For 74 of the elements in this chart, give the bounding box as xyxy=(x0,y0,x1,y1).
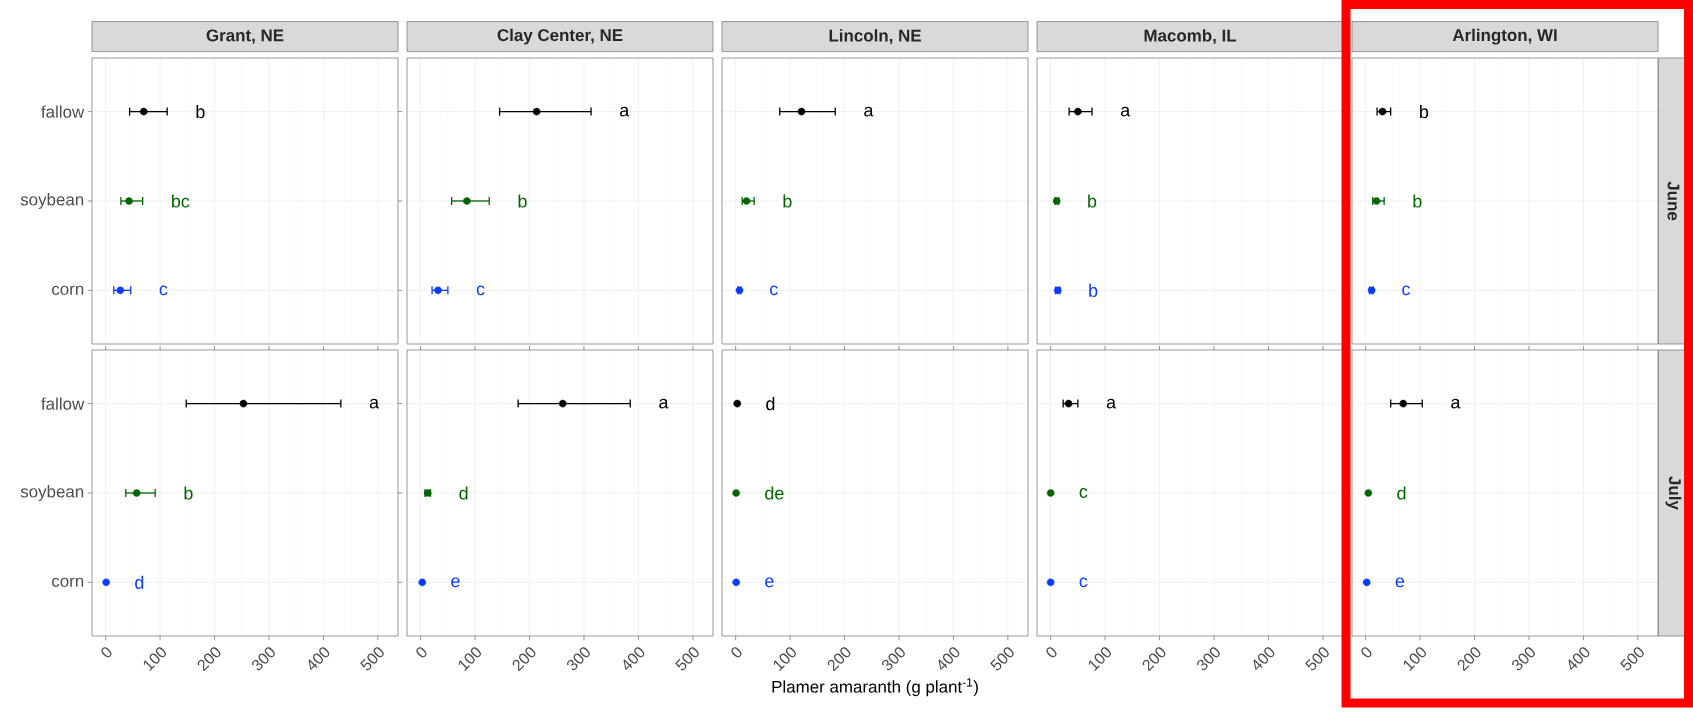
x-tick-label: 300 xyxy=(252,647,275,671)
y-tick-label: corn xyxy=(52,577,84,588)
annotation: d xyxy=(459,486,468,500)
x-tick-label: 100 xyxy=(1403,647,1426,672)
annotation: a xyxy=(369,398,380,409)
x-tick-label: 400 xyxy=(1253,647,1275,670)
x-tick-label: 400 xyxy=(308,647,330,670)
x-tick-label: 100 xyxy=(458,647,481,672)
x-tick-label: 200 xyxy=(197,647,221,672)
x-tick-label: 400 xyxy=(938,647,960,670)
x-tick-label: 0 xyxy=(1361,647,1372,658)
annotation: a xyxy=(1106,398,1117,409)
chart-title: Clay Center, NE xyxy=(497,28,623,45)
annotation: de xyxy=(765,486,784,500)
x-tick-label: 100 xyxy=(773,647,796,672)
annotation: e xyxy=(1395,577,1405,588)
annotation: e xyxy=(451,577,460,588)
annotation: a xyxy=(1120,106,1131,117)
y-tick-label: soybean xyxy=(20,485,84,501)
x-tick-label: 0 xyxy=(1046,647,1057,658)
x-tick-label: 0 xyxy=(101,647,112,658)
annotation: b xyxy=(196,105,205,119)
x-tick-label: 400 xyxy=(623,647,645,670)
x-tick-label: 200 xyxy=(1457,647,1481,672)
annotation: b xyxy=(1089,283,1098,297)
chart-title: Grant, NE xyxy=(206,29,284,44)
x-tick-label: 200 xyxy=(827,647,851,672)
annotation: b xyxy=(783,194,792,208)
chart-title: Lincoln, NE xyxy=(829,29,921,45)
x-tick-label: 100 xyxy=(143,647,166,672)
annotation: d xyxy=(766,397,775,411)
x-tick-label: 300 xyxy=(1197,647,1220,671)
y-tick-label: fallow xyxy=(41,397,85,410)
annotation: b xyxy=(1420,105,1429,119)
y2-axis-title: July xyxy=(1665,476,1682,510)
x-tick-label: 100 xyxy=(1088,647,1111,672)
annotation: d xyxy=(135,575,144,589)
x-tick-label: 300 xyxy=(567,647,590,671)
annotation: b xyxy=(1413,194,1422,208)
chart-title: Arlington, WI xyxy=(1452,28,1557,45)
x-tick-label: 200 xyxy=(512,647,536,672)
x-tick-label: 500 xyxy=(360,647,384,671)
x-tick-label: 300 xyxy=(1512,647,1535,671)
x-tick-label: 500 xyxy=(1305,647,1329,671)
annotation: c xyxy=(1402,285,1410,296)
x-tick-label: 400 xyxy=(1568,647,1590,670)
annotation: c xyxy=(1079,577,1088,588)
x-tick-label: 200 xyxy=(1142,647,1166,672)
annotation: a xyxy=(864,106,874,117)
annotation: b xyxy=(184,486,193,500)
x-tick-label: 500 xyxy=(675,647,699,671)
annotation: e xyxy=(765,577,774,588)
chart-title: Macomb, IL xyxy=(1144,29,1237,45)
x-tick-label: 500 xyxy=(990,647,1014,671)
x-tick-label: 0 xyxy=(731,647,742,658)
y-tick-label: corn xyxy=(52,285,84,296)
x-tick-label: 500 xyxy=(1620,647,1644,671)
annotation: bc xyxy=(172,194,190,208)
x-tick-label: 300 xyxy=(882,647,905,671)
annotation: b xyxy=(1088,194,1097,208)
annotation: c xyxy=(159,285,168,296)
annotation: c xyxy=(1079,488,1088,498)
x-axis-title: Plamer amaranth (g plant$^{-1}$) xyxy=(772,678,978,697)
annotation: b xyxy=(518,194,527,208)
y2-axis-title: June xyxy=(1667,181,1680,221)
annotation: c xyxy=(770,285,778,296)
annotation: a xyxy=(1451,398,1461,409)
annotation: c xyxy=(476,285,485,296)
y-tick-label: fallow xyxy=(41,105,85,118)
annotation: d xyxy=(1397,486,1406,500)
annotation: a xyxy=(659,398,669,409)
annotation: a xyxy=(620,106,630,117)
y-tick-label: soybean xyxy=(20,193,84,209)
x-tick-label: 0 xyxy=(416,647,427,658)
